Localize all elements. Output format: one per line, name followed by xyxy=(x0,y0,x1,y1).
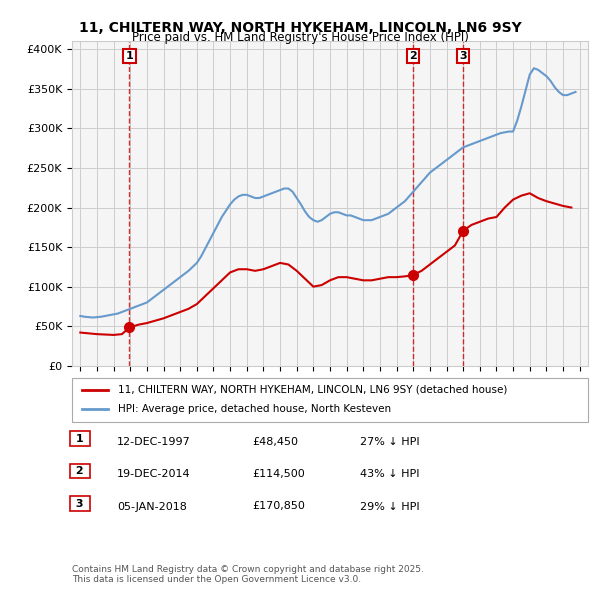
Text: 1: 1 xyxy=(125,51,133,61)
Text: £170,850: £170,850 xyxy=(252,502,305,512)
Text: Price paid vs. HM Land Registry's House Price Index (HPI): Price paid vs. HM Land Registry's House … xyxy=(131,31,469,44)
Text: 2: 2 xyxy=(72,466,88,476)
Text: 1: 1 xyxy=(72,434,88,444)
Text: 27% ↓ HPI: 27% ↓ HPI xyxy=(360,437,419,447)
Text: 29% ↓ HPI: 29% ↓ HPI xyxy=(360,502,419,512)
FancyBboxPatch shape xyxy=(72,378,588,422)
Text: 2: 2 xyxy=(409,51,416,61)
Text: £48,450: £48,450 xyxy=(252,437,298,447)
Text: 11, CHILTERN WAY, NORTH HYKEHAM, LINCOLN, LN6 9SY (detached house): 11, CHILTERN WAY, NORTH HYKEHAM, LINCOLN… xyxy=(118,385,508,395)
Text: £114,500: £114,500 xyxy=(252,469,305,479)
Text: 19-DEC-2014: 19-DEC-2014 xyxy=(117,469,191,479)
Text: Contains HM Land Registry data © Crown copyright and database right 2025.
This d: Contains HM Land Registry data © Crown c… xyxy=(72,565,424,584)
Text: 3: 3 xyxy=(72,499,88,509)
Text: 12-DEC-1997: 12-DEC-1997 xyxy=(117,437,191,447)
Text: 05-JAN-2018: 05-JAN-2018 xyxy=(117,502,187,512)
Text: 11, CHILTERN WAY, NORTH HYKEHAM, LINCOLN, LN6 9SY: 11, CHILTERN WAY, NORTH HYKEHAM, LINCOLN… xyxy=(79,21,521,35)
Text: 3: 3 xyxy=(460,51,467,61)
Text: HPI: Average price, detached house, North Kesteven: HPI: Average price, detached house, Nort… xyxy=(118,405,392,414)
Text: 43% ↓ HPI: 43% ↓ HPI xyxy=(360,469,419,479)
